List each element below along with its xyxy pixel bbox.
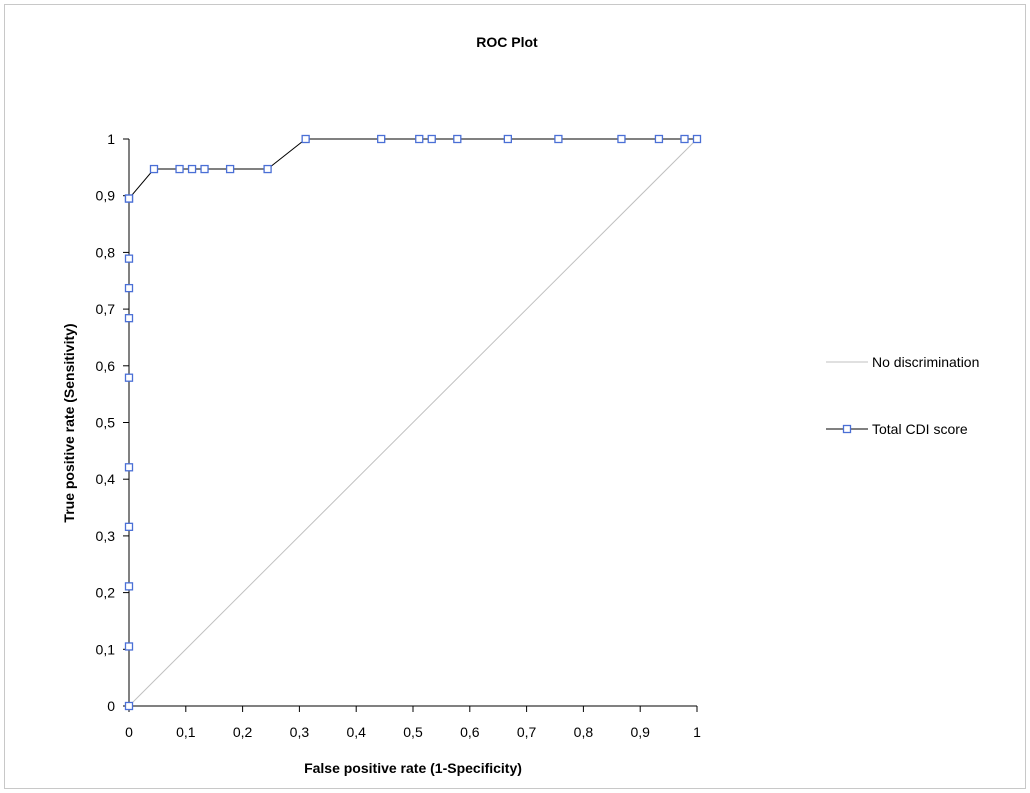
y-tick-label: 0,5 bbox=[96, 415, 116, 431]
data-point-marker bbox=[427, 134, 436, 144]
data-point-marker bbox=[124, 194, 134, 203]
legend-label-no-discrimination: No discrimination bbox=[872, 354, 979, 370]
y-tick-label: 0,6 bbox=[96, 358, 116, 374]
data-point-marker bbox=[124, 701, 134, 711]
chart-title: ROC Plot bbox=[476, 34, 538, 50]
y-axis-title: True positive rate (Sensitivity) bbox=[61, 323, 77, 522]
data-point-marker bbox=[124, 642, 134, 651]
x-tick-label: 0 bbox=[125, 724, 133, 740]
data-point-marker bbox=[124, 582, 134, 591]
x-tick-label: 0,5 bbox=[403, 724, 423, 740]
data-point-marker bbox=[692, 134, 702, 144]
x-tick-label: 0,4 bbox=[346, 724, 366, 740]
legend-marker bbox=[842, 424, 852, 434]
data-point-marker bbox=[301, 134, 310, 144]
x-axis-title: False positive rate (1-Specificity) bbox=[304, 760, 522, 776]
no-discrimination-line bbox=[128, 138, 698, 707]
y-tick-label: 0,9 bbox=[96, 188, 116, 204]
y-tick-label: 0,7 bbox=[96, 301, 116, 317]
y-tick-label: 0,3 bbox=[96, 528, 116, 544]
x-tick-label: 0,9 bbox=[630, 724, 650, 740]
data-point-marker bbox=[415, 134, 424, 144]
x-tick-label: 1 bbox=[693, 724, 701, 740]
y-tick-label: 1 bbox=[107, 131, 115, 147]
data-point-marker bbox=[453, 134, 462, 144]
data-point-marker bbox=[377, 134, 386, 144]
data-point-marker bbox=[225, 164, 235, 174]
y-tick-label: 0,8 bbox=[96, 244, 116, 260]
y-tick-label: 0 bbox=[107, 698, 115, 714]
data-point-marker bbox=[503, 134, 513, 144]
data-point-marker bbox=[263, 164, 272, 174]
data-point-marker bbox=[187, 164, 197, 174]
data-point-marker bbox=[124, 314, 134, 323]
data-point-marker bbox=[124, 373, 134, 382]
data-point-marker bbox=[680, 134, 689, 144]
data-point-marker bbox=[200, 164, 209, 174]
data-point-marker bbox=[124, 522, 134, 531]
data-point-marker bbox=[124, 254, 134, 263]
x-tick-label: 0,3 bbox=[290, 724, 310, 740]
data-point-marker bbox=[617, 134, 626, 144]
x-tick-label: 0,2 bbox=[233, 724, 253, 740]
y-tick-label: 0,1 bbox=[96, 641, 116, 657]
x-tick-label: 0,7 bbox=[517, 724, 537, 740]
x-tick-label: 0,6 bbox=[460, 724, 480, 740]
data-point-marker bbox=[124, 463, 134, 472]
data-point-marker bbox=[175, 164, 184, 174]
data-point-marker bbox=[149, 164, 159, 174]
x-tick-label: 0,1 bbox=[176, 724, 196, 740]
data-point-marker bbox=[554, 134, 563, 144]
chart-frame bbox=[4, 4, 1026, 789]
series-layer bbox=[124, 134, 702, 711]
x-tick-label: 0,8 bbox=[574, 724, 594, 740]
data-point-marker bbox=[124, 283, 134, 293]
y-tick-label: 0,2 bbox=[96, 585, 116, 601]
data-point-marker bbox=[654, 134, 664, 144]
legend-label-total-cdi-score: Total CDI score bbox=[872, 421, 968, 437]
y-tick-label: 0,4 bbox=[96, 471, 116, 487]
legend: No discrimination Total CDI score bbox=[826, 354, 979, 437]
